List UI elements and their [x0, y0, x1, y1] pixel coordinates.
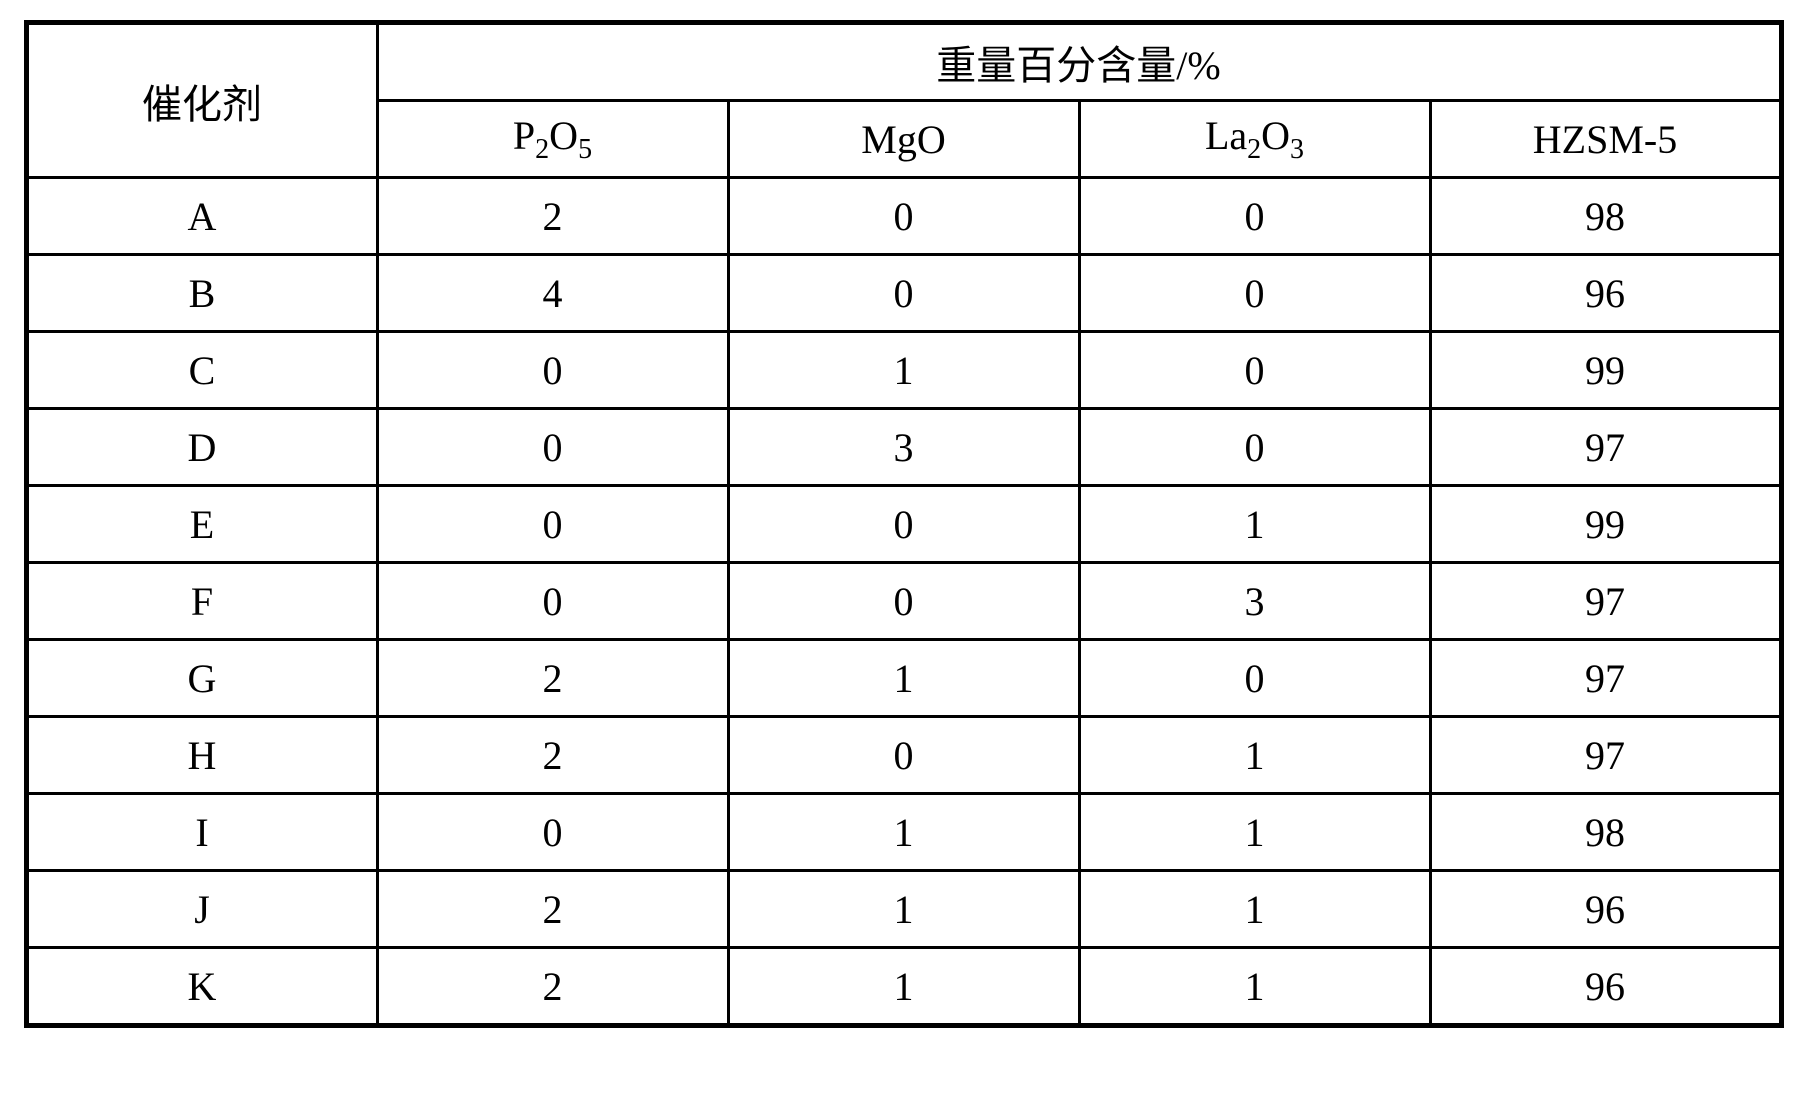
cell-hzsm5: 97	[1430, 717, 1781, 794]
cell-hzsm5: 99	[1430, 332, 1781, 409]
header-p2o5: P2O5	[377, 101, 728, 178]
cell-catalyst: B	[26, 255, 377, 332]
cell-catalyst: K	[26, 948, 377, 1026]
cell-la2o3: 1	[1079, 717, 1430, 794]
table-row: A 2 0 0 98	[26, 178, 1781, 255]
table-row: D 0 3 0 97	[26, 409, 1781, 486]
cell-catalyst: G	[26, 640, 377, 717]
cell-catalyst: A	[26, 178, 377, 255]
cell-hzsm5: 99	[1430, 486, 1781, 563]
cell-hzsm5: 97	[1430, 409, 1781, 486]
cell-catalyst: H	[26, 717, 377, 794]
cell-mgo: 1	[728, 640, 1079, 717]
cell-la2o3: 0	[1079, 409, 1430, 486]
cell-mgo: 1	[728, 871, 1079, 948]
cell-catalyst: E	[26, 486, 377, 563]
header-hzsm5: HZSM-5	[1430, 101, 1781, 178]
table-body: A 2 0 0 98 B 4 0 0 96 C 0 1 0 99 D	[26, 178, 1781, 1026]
table-row: C 0 1 0 99	[26, 332, 1781, 409]
cell-hzsm5: 96	[1430, 871, 1781, 948]
cell-hzsm5: 98	[1430, 794, 1781, 871]
cell-la2o3: 1	[1079, 794, 1430, 871]
cell-p2o5: 2	[377, 871, 728, 948]
cell-p2o5: 2	[377, 717, 728, 794]
catalyst-composition-table: 催化剂 重量百分含量/% P2O5 MgO La2O3 HZSM-5 A 2 0…	[24, 20, 1784, 1028]
table-header: 催化剂 重量百分含量/% P2O5 MgO La2O3 HZSM-5	[26, 23, 1781, 178]
header-la2o3: La2O3	[1079, 101, 1430, 178]
cell-catalyst: J	[26, 871, 377, 948]
table-row: E 0 0 1 99	[26, 486, 1781, 563]
cell-mgo: 1	[728, 948, 1079, 1026]
table-header-row-1: 催化剂 重量百分含量/%	[26, 23, 1781, 101]
cell-la2o3: 1	[1079, 948, 1430, 1026]
cell-catalyst: F	[26, 563, 377, 640]
cell-hzsm5: 97	[1430, 563, 1781, 640]
table-row: K 2 1 1 96	[26, 948, 1781, 1026]
cell-catalyst: C	[26, 332, 377, 409]
cell-catalyst: D	[26, 409, 377, 486]
table-row: B 4 0 0 96	[26, 255, 1781, 332]
cell-mgo: 0	[728, 178, 1079, 255]
cell-la2o3: 0	[1079, 332, 1430, 409]
header-weight-percent-group: 重量百分含量/%	[377, 23, 1781, 101]
catalyst-composition-table-container: 催化剂 重量百分含量/% P2O5 MgO La2O3 HZSM-5 A 2 0…	[24, 20, 1784, 1028]
cell-hzsm5: 97	[1430, 640, 1781, 717]
cell-la2o3: 1	[1079, 486, 1430, 563]
cell-mgo: 0	[728, 255, 1079, 332]
cell-p2o5: 0	[377, 794, 728, 871]
table-row: I 0 1 1 98	[26, 794, 1781, 871]
table-row: G 2 1 0 97	[26, 640, 1781, 717]
cell-hzsm5: 96	[1430, 948, 1781, 1026]
cell-catalyst: I	[26, 794, 377, 871]
table-row: H 2 0 1 97	[26, 717, 1781, 794]
cell-p2o5: 4	[377, 255, 728, 332]
cell-p2o5: 0	[377, 409, 728, 486]
cell-la2o3: 3	[1079, 563, 1430, 640]
cell-p2o5: 0	[377, 563, 728, 640]
cell-mgo: 1	[728, 794, 1079, 871]
cell-hzsm5: 98	[1430, 178, 1781, 255]
cell-mgo: 1	[728, 332, 1079, 409]
cell-p2o5: 2	[377, 640, 728, 717]
table-row: F 0 0 3 97	[26, 563, 1781, 640]
cell-mgo: 3	[728, 409, 1079, 486]
cell-hzsm5: 96	[1430, 255, 1781, 332]
cell-la2o3: 0	[1079, 255, 1430, 332]
header-mgo: MgO	[728, 101, 1079, 178]
cell-mgo: 0	[728, 486, 1079, 563]
cell-p2o5: 2	[377, 178, 728, 255]
cell-la2o3: 1	[1079, 871, 1430, 948]
cell-p2o5: 2	[377, 948, 728, 1026]
cell-p2o5: 0	[377, 332, 728, 409]
cell-p2o5: 0	[377, 486, 728, 563]
cell-la2o3: 0	[1079, 178, 1430, 255]
cell-mgo: 0	[728, 563, 1079, 640]
cell-mgo: 0	[728, 717, 1079, 794]
table-row: J 2 1 1 96	[26, 871, 1781, 948]
header-catalyst: 催化剂	[26, 23, 377, 178]
cell-la2o3: 0	[1079, 640, 1430, 717]
